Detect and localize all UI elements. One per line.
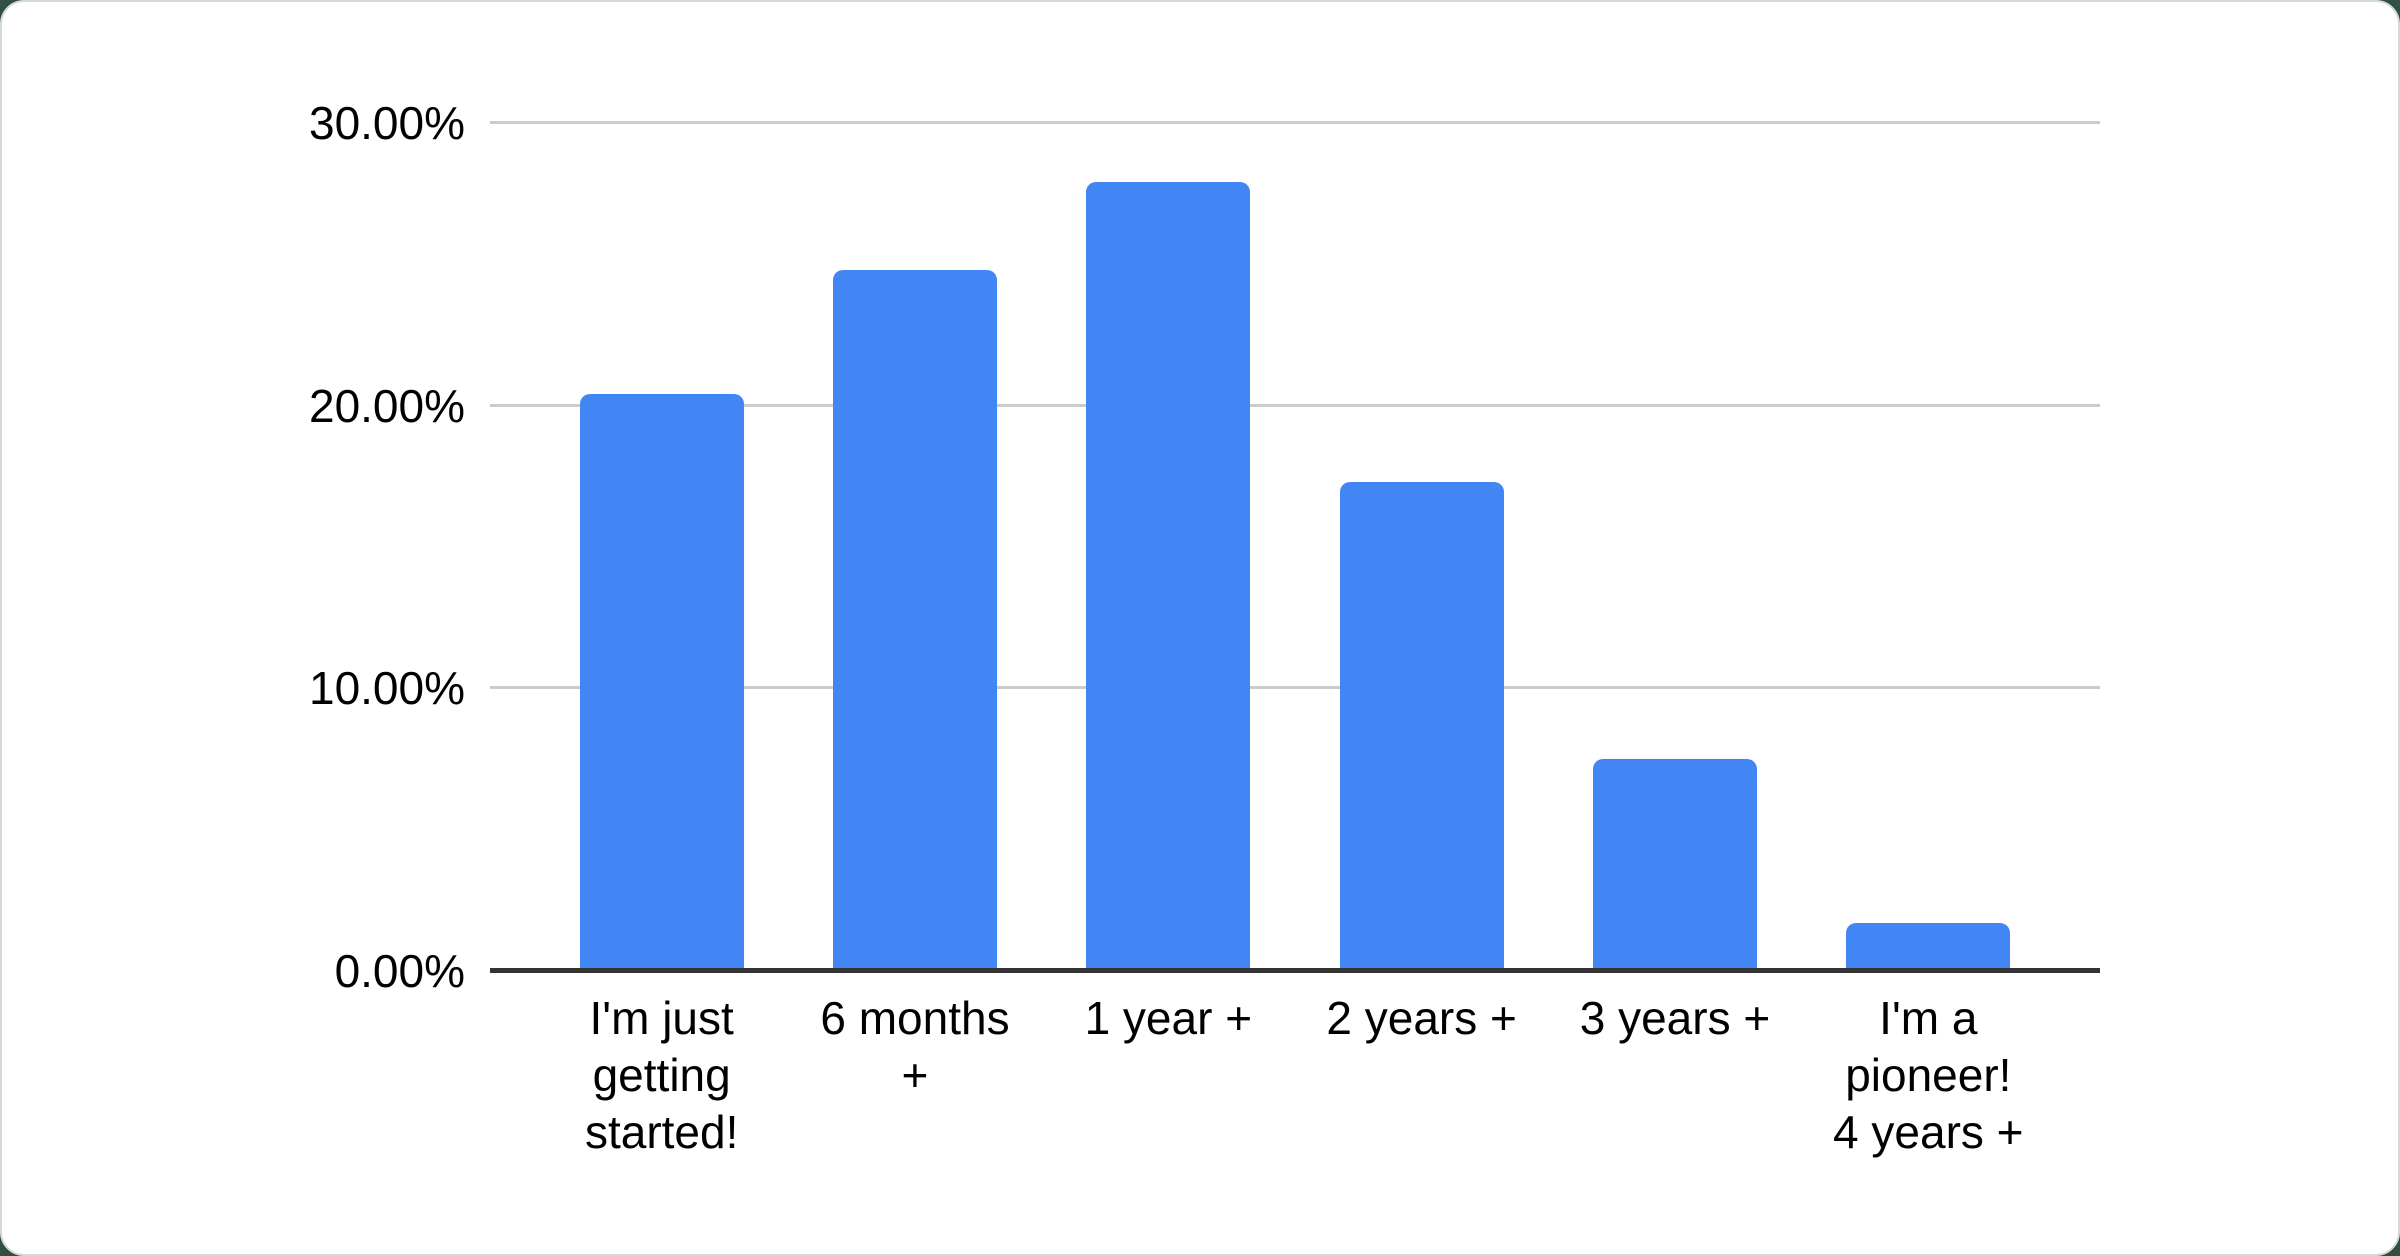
bar-3-years-plus[interactable] [1592, 759, 1757, 971]
x-axis-category-label-just-getting-started: I'm just getting started! [584, 992, 739, 1158]
x-axis-category-label-2-years-plus: 2 years + [1326, 992, 1517, 1044]
x-axis: I'm just getting started! 6 months + 1 yea… [490, 990, 2100, 1161]
x-axis-baseline [490, 968, 2100, 973]
y-axis-tick-label-20: 20.00% [308, 379, 465, 432]
y-axis: 0.00% 10.00% 20.00% 30.00% [2, 97, 465, 997]
chart-plot-area [490, 121, 2100, 973]
gridline-20 [490, 403, 2100, 407]
bar-band-2-years-plus [1295, 123, 1548, 971]
y-axis-tick-label-30: 30.00% [308, 97, 465, 149]
y-axis-tick-label-10: 10.00% [308, 662, 465, 715]
bar-band-1-year-plus [1042, 123, 1295, 971]
bar-6-months-plus[interactable] [832, 270, 997, 971]
bar-2-years-plus[interactable] [1339, 482, 1504, 971]
x-axis-category-label-3-years-plus: 3 years + [1579, 992, 1771, 1044]
bar-1-year-plus[interactable] [1086, 182, 1251, 971]
y-axis-tick-label-0: 0.00% [334, 945, 465, 997]
bar-series [490, 123, 2100, 971]
bar-band-just-getting-started [535, 123, 788, 971]
x-axis-category-label-pioneer-4-years-plus: I'm a pioneer! 4 years + [1833, 992, 2024, 1158]
x-axis-category-label-6-months-plus: 6 months + [820, 992, 1010, 1101]
x-axis-category-label-1-year-plus: 1 year + [1084, 992, 1253, 1044]
gridline-10 [490, 686, 2100, 690]
bar-band-6-months-plus [788, 123, 1041, 971]
gridline-30 [490, 121, 2100, 124]
bar-pioneer-4-years-plus[interactable] [1846, 922, 2011, 971]
bar-just-getting-started[interactable] [579, 394, 744, 971]
bar-band-pioneer-4-years-plus [1802, 123, 2055, 971]
bar-band-3-years-plus [1548, 123, 1801, 971]
